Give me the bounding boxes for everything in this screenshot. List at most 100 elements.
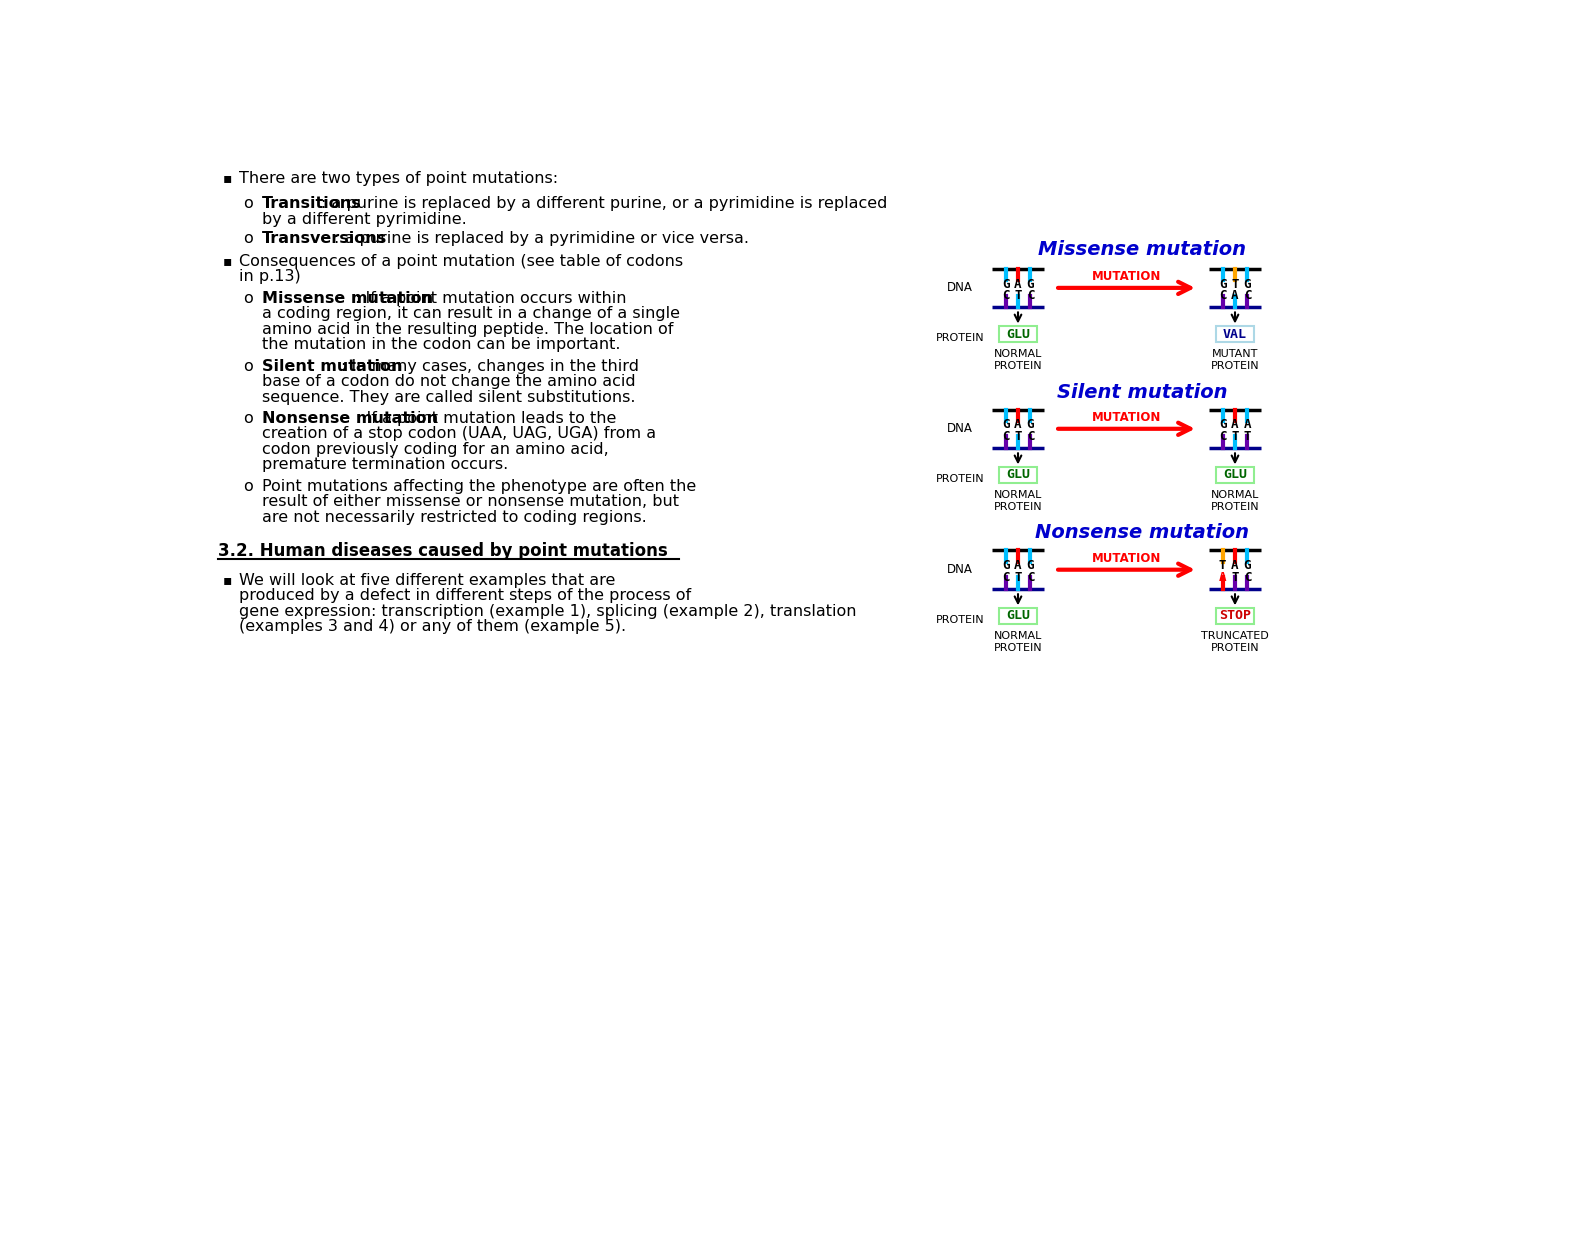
Text: NORMAL
PROTEIN: NORMAL PROTEIN bbox=[994, 490, 1042, 513]
Text: G: G bbox=[1001, 560, 1009, 572]
Bar bbox=[1000, 468, 1036, 483]
Text: o: o bbox=[244, 411, 253, 427]
Text: DNA: DNA bbox=[946, 422, 973, 435]
Text: T: T bbox=[1014, 289, 1022, 302]
Text: G: G bbox=[1027, 560, 1034, 572]
Text: G: G bbox=[1027, 418, 1034, 432]
Text: : If a point mutation occurs within: : If a point mutation occurs within bbox=[355, 291, 627, 306]
Text: A: A bbox=[1014, 418, 1022, 432]
Text: result of either missense or nonsense mutation, but: result of either missense or nonsense mu… bbox=[263, 494, 679, 509]
Text: C: C bbox=[1001, 571, 1009, 583]
Text: MUTATION: MUTATION bbox=[1093, 551, 1162, 565]
Text: : a purine is replaced by a different purine, or a pyrimidine is replaced: : a purine is replaced by a different pu… bbox=[321, 197, 888, 211]
Text: creation of a stop codon (UAA, UAG, UGA) from a: creation of a stop codon (UAA, UAG, UGA)… bbox=[263, 427, 657, 442]
Text: There are two types of point mutations:: There are two types of point mutations: bbox=[239, 170, 558, 185]
Text: the mutation in the codon can be important.: the mutation in the codon can be importa… bbox=[263, 337, 621, 352]
Text: G: G bbox=[1218, 418, 1226, 432]
Text: T: T bbox=[1014, 430, 1022, 443]
Text: o: o bbox=[244, 231, 253, 246]
Bar bbox=[1217, 468, 1253, 483]
Text: T: T bbox=[1218, 560, 1226, 572]
Text: 3.2. Human diseases caused by point mutations: 3.2. Human diseases caused by point muta… bbox=[219, 542, 668, 560]
Text: T: T bbox=[1231, 277, 1239, 291]
Text: T: T bbox=[1231, 430, 1239, 443]
Text: C: C bbox=[1243, 289, 1251, 302]
Bar bbox=[1217, 608, 1253, 623]
Text: A: A bbox=[1231, 289, 1239, 302]
Text: Missense mutation: Missense mutation bbox=[263, 291, 434, 306]
Text: TRUNCATED
PROTEIN: TRUNCATED PROTEIN bbox=[1201, 631, 1269, 653]
Text: MUTANT
PROTEIN: MUTANT PROTEIN bbox=[1210, 350, 1259, 371]
Text: G: G bbox=[1027, 277, 1034, 291]
Text: A: A bbox=[1243, 418, 1251, 432]
Text: : If a point mutation leads to the: : If a point mutation leads to the bbox=[357, 411, 616, 427]
Text: T: T bbox=[1243, 430, 1251, 443]
Text: Transversions: Transversions bbox=[263, 231, 388, 246]
Text: A: A bbox=[1218, 571, 1226, 583]
Text: Silent mutation: Silent mutation bbox=[263, 358, 402, 373]
Text: C: C bbox=[1243, 571, 1251, 583]
Text: produced by a defect in different steps of the process of: produced by a defect in different steps … bbox=[239, 588, 692, 603]
Text: G: G bbox=[1243, 277, 1251, 291]
Text: DNA: DNA bbox=[946, 281, 973, 295]
Text: G: G bbox=[1243, 560, 1251, 572]
Text: VAL: VAL bbox=[1223, 327, 1247, 341]
Text: in p.13): in p.13) bbox=[239, 270, 300, 285]
Text: G: G bbox=[1001, 277, 1009, 291]
Text: C: C bbox=[1027, 571, 1034, 583]
Text: Nonsense mutation: Nonsense mutation bbox=[1034, 524, 1250, 542]
Text: base of a codon do not change the amino acid: base of a codon do not change the amino … bbox=[263, 374, 637, 389]
Text: PROTEIN: PROTEIN bbox=[935, 333, 984, 343]
Text: C: C bbox=[1027, 289, 1034, 302]
Text: o: o bbox=[244, 479, 253, 494]
Text: PROTEIN: PROTEIN bbox=[935, 474, 984, 484]
Text: Consequences of a point mutation (see table of codons: Consequences of a point mutation (see ta… bbox=[239, 254, 684, 269]
Text: A: A bbox=[1014, 277, 1022, 291]
Text: premature termination occurs.: premature termination occurs. bbox=[263, 458, 509, 473]
Text: PROTEIN: PROTEIN bbox=[935, 615, 984, 624]
Text: a coding region, it can result in a change of a single: a coding region, it can result in a chan… bbox=[263, 306, 681, 321]
Text: (examples 3 and 4) or any of them (example 5).: (examples 3 and 4) or any of them (examp… bbox=[239, 620, 626, 634]
Bar bbox=[1000, 608, 1036, 623]
Text: : In many cases, changes in the third: : In many cases, changes in the third bbox=[341, 358, 638, 373]
Text: A: A bbox=[1014, 560, 1022, 572]
Text: C: C bbox=[1001, 430, 1009, 443]
Text: o: o bbox=[244, 358, 253, 373]
Text: C: C bbox=[1218, 289, 1226, 302]
Text: MUTATION: MUTATION bbox=[1093, 270, 1162, 282]
Text: : a purine is replaced by a pyrimidine or vice versa.: : a purine is replaced by a pyrimidine o… bbox=[335, 231, 750, 246]
Text: T: T bbox=[1231, 571, 1239, 583]
Text: Nonsense mutation: Nonsense mutation bbox=[263, 411, 439, 427]
Text: NORMAL
PROTEIN: NORMAL PROTEIN bbox=[994, 631, 1042, 653]
Text: STOP: STOP bbox=[1218, 610, 1251, 622]
Text: DNA: DNA bbox=[946, 564, 973, 576]
Text: by a different pyrimidine.: by a different pyrimidine. bbox=[263, 211, 467, 226]
Text: C: C bbox=[1027, 430, 1034, 443]
Text: GLU: GLU bbox=[1006, 327, 1030, 341]
Text: C: C bbox=[1001, 289, 1009, 302]
Text: o: o bbox=[244, 197, 253, 211]
Text: GLU: GLU bbox=[1223, 469, 1247, 481]
Text: ▪: ▪ bbox=[223, 170, 233, 185]
Text: MUTATION: MUTATION bbox=[1093, 411, 1162, 424]
Bar bbox=[1000, 326, 1036, 342]
Text: GLU: GLU bbox=[1006, 610, 1030, 622]
Text: Transitions: Transitions bbox=[263, 197, 362, 211]
Text: o: o bbox=[244, 291, 253, 306]
Text: gene expression: transcription (example 1), splicing (example 2), translation: gene expression: transcription (example … bbox=[239, 603, 857, 618]
Text: ▪: ▪ bbox=[223, 572, 233, 587]
Text: Silent mutation: Silent mutation bbox=[1056, 383, 1228, 402]
Text: A: A bbox=[1231, 418, 1239, 432]
Text: We will look at five different examples that are: We will look at five different examples … bbox=[239, 572, 616, 587]
Text: NORMAL
PROTEIN: NORMAL PROTEIN bbox=[1210, 490, 1259, 513]
Text: are not necessarily restricted to coding regions.: are not necessarily restricted to coding… bbox=[263, 510, 648, 525]
Text: G: G bbox=[1218, 277, 1226, 291]
Text: codon previously coding for an amino acid,: codon previously coding for an amino aci… bbox=[263, 442, 608, 457]
Text: ▪: ▪ bbox=[223, 254, 233, 267]
Text: Missense mutation: Missense mutation bbox=[1038, 240, 1247, 259]
Text: sequence. They are called silent substitutions.: sequence. They are called silent substit… bbox=[263, 389, 637, 404]
Text: NORMAL
PROTEIN: NORMAL PROTEIN bbox=[994, 350, 1042, 371]
Text: T: T bbox=[1014, 571, 1022, 583]
Text: C: C bbox=[1218, 430, 1226, 443]
Text: G: G bbox=[1001, 418, 1009, 432]
